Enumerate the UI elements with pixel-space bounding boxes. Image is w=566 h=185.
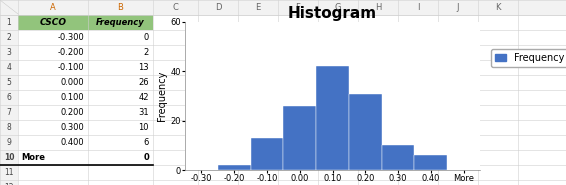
Text: 31: 31 (138, 108, 149, 117)
Text: 0: 0 (143, 153, 149, 162)
Text: A: A (50, 3, 56, 12)
Bar (316, 66, 349, 170)
Text: -0.100: -0.100 (57, 63, 84, 72)
Text: H: H (375, 3, 381, 12)
Text: J: J (457, 3, 459, 12)
Text: 6: 6 (7, 93, 11, 102)
Bar (251, 138, 284, 170)
Text: 8: 8 (7, 123, 11, 132)
Text: 9: 9 (7, 138, 11, 147)
Text: F: F (295, 3, 301, 12)
Text: 10: 10 (139, 123, 149, 132)
Text: 0.200: 0.200 (61, 108, 84, 117)
Bar (88, 15, 153, 30)
Text: 0: 0 (144, 33, 149, 42)
Text: Frequency: Frequency (96, 18, 145, 27)
Bar (349, 94, 381, 170)
Text: 4: 4 (7, 63, 11, 72)
Text: 26: 26 (138, 78, 149, 87)
Text: 2: 2 (144, 48, 149, 57)
Bar (0, 0, 566, 15)
Text: 0.300: 0.300 (60, 123, 84, 132)
Text: 1: 1 (7, 18, 11, 27)
Text: E: E (255, 3, 260, 12)
Bar (284, 106, 316, 170)
Text: 0.000: 0.000 (61, 78, 84, 87)
Title: Histogram: Histogram (288, 6, 377, 21)
Text: C: C (173, 3, 178, 12)
Text: 42: 42 (139, 93, 149, 102)
Text: G: G (335, 3, 341, 12)
Text: 12: 12 (5, 183, 14, 185)
Bar (0, 15, 18, 185)
Text: 2: 2 (7, 33, 11, 42)
Text: D: D (215, 3, 221, 12)
Text: 7: 7 (7, 108, 11, 117)
Y-axis label: Frequency: Frequency (157, 71, 168, 121)
Legend: Frequency: Frequency (491, 49, 566, 67)
Text: 5: 5 (7, 78, 11, 87)
Text: CSCO: CSCO (40, 18, 66, 27)
Text: More: More (21, 153, 45, 162)
Text: 3: 3 (7, 48, 11, 57)
Text: -0.200: -0.200 (57, 48, 84, 57)
Text: 0.100: 0.100 (61, 93, 84, 102)
Text: B: B (118, 3, 123, 12)
Text: -0.300: -0.300 (57, 33, 84, 42)
Text: 11: 11 (5, 168, 14, 177)
Text: 13: 13 (138, 63, 149, 72)
Text: K: K (495, 3, 501, 12)
Text: 10: 10 (4, 153, 14, 162)
Bar (381, 145, 414, 170)
Text: 6: 6 (144, 138, 149, 147)
Text: 0.400: 0.400 (61, 138, 84, 147)
Bar (218, 165, 251, 170)
Bar (18, 15, 88, 30)
Bar (414, 155, 447, 170)
Text: I: I (417, 3, 419, 12)
